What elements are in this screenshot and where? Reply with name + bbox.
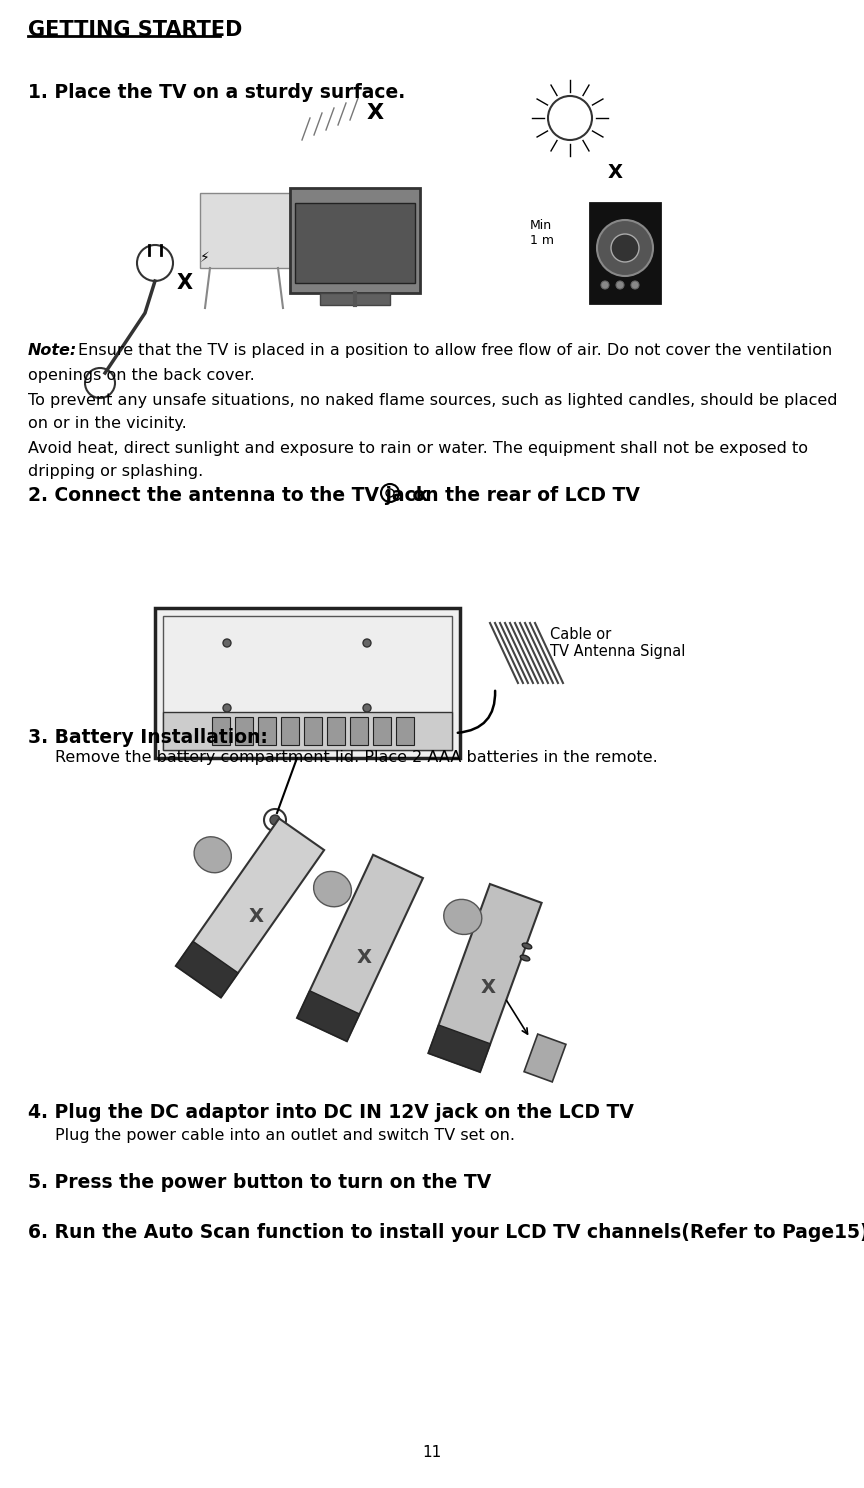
Circle shape — [386, 490, 394, 497]
Text: Ensure that the TV is placed in a position to allow free flow of air. Do not cov: Ensure that the TV is placed in a positi… — [78, 344, 832, 359]
FancyBboxPatch shape — [320, 293, 390, 305]
Text: X: X — [481, 978, 496, 997]
Text: 1. Place the TV on a sturdy surface.: 1. Place the TV on a sturdy surface. — [28, 83, 405, 103]
FancyBboxPatch shape — [163, 711, 452, 750]
Circle shape — [137, 246, 173, 281]
Text: Avoid heat, direct sunlight and exposure to rain or water. The equipment shall n: Avoid heat, direct sunlight and exposure… — [28, 440, 808, 455]
Text: 11: 11 — [422, 1445, 442, 1460]
FancyBboxPatch shape — [373, 717, 391, 745]
Text: X: X — [607, 164, 622, 183]
Polygon shape — [524, 1034, 566, 1082]
Text: GETTING STARTED: GETTING STARTED — [28, 19, 243, 40]
Ellipse shape — [194, 836, 232, 873]
FancyBboxPatch shape — [590, 202, 660, 304]
Text: 2. Connect the antenna to the TV jack: 2. Connect the antenna to the TV jack — [28, 487, 429, 504]
FancyBboxPatch shape — [281, 717, 299, 745]
Text: X: X — [357, 948, 372, 967]
FancyBboxPatch shape — [290, 187, 420, 293]
Polygon shape — [429, 1025, 491, 1071]
Text: openings on the back cover.: openings on the back cover. — [28, 368, 255, 382]
Circle shape — [363, 704, 371, 711]
Circle shape — [85, 368, 115, 397]
Text: 5. Press the power button to turn on the TV: 5. Press the power button to turn on the… — [28, 1173, 492, 1192]
Circle shape — [631, 281, 639, 289]
Text: 6. Run the Auto Scan function to install your LCD TV channels(Refer to Page15): 6. Run the Auto Scan function to install… — [28, 1223, 864, 1242]
Circle shape — [548, 97, 592, 140]
Text: ⚡: ⚡ — [200, 251, 210, 265]
Text: To prevent any unsafe situations, no naked flame sources, such as lighted candle: To prevent any unsafe situations, no nak… — [28, 393, 837, 408]
FancyBboxPatch shape — [304, 717, 322, 745]
Ellipse shape — [522, 943, 531, 949]
FancyBboxPatch shape — [350, 717, 368, 745]
Text: Remove the battery compartment lid. Place 2 AAA batteries in the remote.: Remove the battery compartment lid. Plac… — [55, 750, 658, 765]
Text: Cable or
TV Antenna Signal: Cable or TV Antenna Signal — [550, 626, 685, 659]
FancyBboxPatch shape — [396, 717, 414, 745]
Circle shape — [381, 484, 399, 501]
Circle shape — [597, 220, 653, 275]
Circle shape — [601, 281, 609, 289]
FancyBboxPatch shape — [258, 717, 276, 745]
Text: X: X — [248, 906, 264, 926]
Circle shape — [270, 815, 280, 824]
Circle shape — [363, 638, 371, 647]
Polygon shape — [176, 942, 238, 997]
FancyBboxPatch shape — [212, 717, 230, 745]
FancyBboxPatch shape — [163, 616, 452, 750]
FancyBboxPatch shape — [327, 717, 345, 745]
Polygon shape — [176, 818, 324, 997]
Text: Plug the power cable into an outlet and switch TV set on.: Plug the power cable into an outlet and … — [55, 1128, 515, 1143]
Circle shape — [616, 281, 624, 289]
Polygon shape — [297, 854, 423, 1042]
Text: X: X — [366, 103, 384, 124]
Text: X: X — [177, 272, 193, 293]
Polygon shape — [297, 991, 359, 1042]
FancyBboxPatch shape — [235, 717, 253, 745]
FancyBboxPatch shape — [200, 193, 290, 268]
Text: 4. Plug the DC adaptor into DC IN 12V jack on the LCD TV: 4. Plug the DC adaptor into DC IN 12V ja… — [28, 1103, 634, 1122]
Ellipse shape — [444, 899, 482, 934]
Text: Min
1 m: Min 1 m — [530, 219, 554, 247]
Circle shape — [223, 638, 231, 647]
FancyBboxPatch shape — [155, 609, 460, 757]
Text: Note:: Note: — [28, 344, 77, 359]
Circle shape — [611, 234, 639, 262]
Text: on the rear of LCD TV: on the rear of LCD TV — [406, 487, 640, 504]
Text: dripping or splashing.: dripping or splashing. — [28, 464, 203, 479]
Circle shape — [223, 704, 231, 711]
FancyBboxPatch shape — [295, 202, 415, 283]
Circle shape — [264, 809, 286, 830]
Polygon shape — [429, 884, 542, 1071]
Ellipse shape — [520, 955, 530, 961]
Text: 3. Battery Installation:: 3. Battery Installation: — [28, 728, 268, 747]
Text: on or in the vicinity.: on or in the vicinity. — [28, 417, 187, 432]
Ellipse shape — [314, 872, 352, 906]
